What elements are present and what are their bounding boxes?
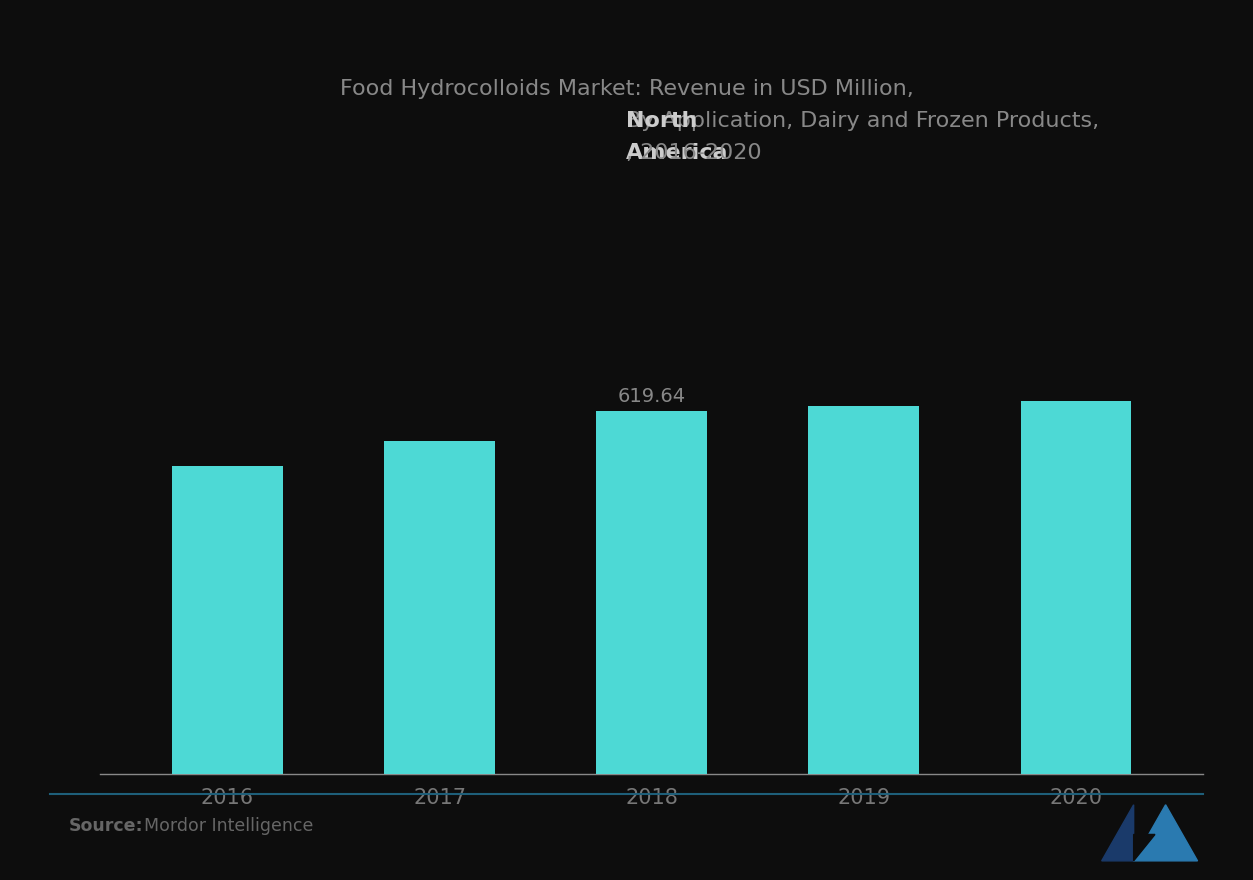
Bar xyxy=(1020,401,1130,774)
Text: Mordor Intelligence: Mordor Intelligence xyxy=(144,817,313,834)
Bar xyxy=(808,406,918,774)
Polygon shape xyxy=(1134,804,1198,861)
Bar xyxy=(385,441,495,774)
Text: , 2016-2020: , 2016-2020 xyxy=(626,143,762,163)
Text: Source:: Source: xyxy=(69,817,144,834)
Bar xyxy=(173,466,283,774)
Polygon shape xyxy=(1134,834,1155,861)
Text: 619.64: 619.64 xyxy=(618,387,685,407)
Text: North: North xyxy=(626,111,698,131)
Bar xyxy=(596,411,707,774)
Text: Food Hydrocolloids Market: Revenue in USD Million,: Food Hydrocolloids Market: Revenue in US… xyxy=(340,79,913,99)
Text: America: America xyxy=(625,143,728,163)
Text: By Application, Dairy and Frozen Products,: By Application, Dairy and Frozen Product… xyxy=(625,111,1105,131)
Polygon shape xyxy=(1101,804,1134,861)
